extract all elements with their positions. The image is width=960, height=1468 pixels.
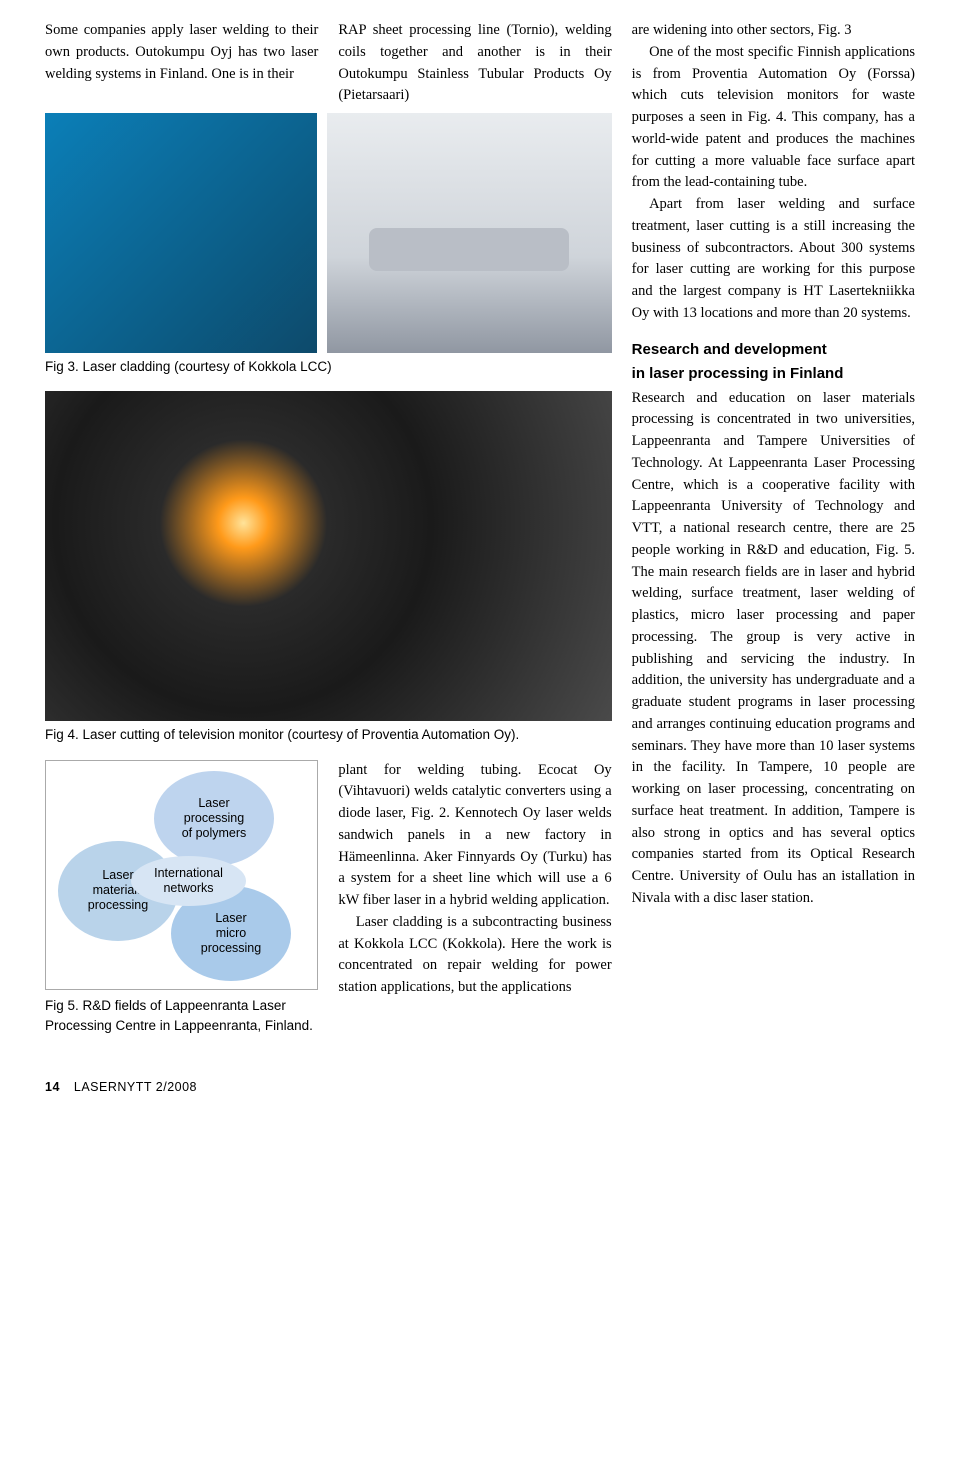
figure-3-left-photo <box>45 113 317 353</box>
right-p2: One of the most specific Finnish applica… <box>632 42 915 194</box>
col-2-intro: RAP sheet processing line (Tornio), weld… <box>338 20 611 107</box>
figure-3-caption: Fig 3. Laser cladding (courtesy of Kokko… <box>45 357 612 377</box>
mid-text-col: plant for welding tubing. Ecocat Oy (Vih… <box>338 760 611 1051</box>
venn-and-text-row: Laserprocessingof polymers Lasermaterial… <box>45 760 612 1051</box>
right-column: are widening into other sectors, Fig. 3 … <box>632 20 915 1050</box>
col-1-intro: Some companies apply laser welding to th… <box>45 20 318 107</box>
page-footer: 14 LASERNYTT 2/2008 <box>45 1078 915 1097</box>
section-heading-line1: Research and development <box>632 339 915 362</box>
figure-4-photo <box>45 391 612 721</box>
venn-node-polymers: Laserprocessingof polymers <box>154 771 274 866</box>
mid-paragraph-1: plant for welding tubing. Ecocat Oy (Vih… <box>338 760 611 912</box>
venn-node-networks: Internationalnetworks <box>131 856 246 906</box>
figure-5-caption: Fig 5. R&D fields of Lappeenranta Laser … <box>45 996 318 1037</box>
right-p1: are widening into other sectors, Fig. 3 <box>632 20 915 42</box>
venn-col: Laserprocessingof polymers Lasermaterial… <box>45 760 318 1051</box>
section-heading-line2: in laser processing in Finland <box>632 363 915 386</box>
mid-paragraph-2: Laser cladding is a subcontracting busin… <box>338 912 611 999</box>
right-p3: Apart from laser welding and surface tre… <box>632 194 915 325</box>
top-two-cols: Some companies apply laser welding to th… <box>45 20 612 107</box>
figure-5-venn: Laserprocessingof polymers Lasermaterial… <box>45 760 318 990</box>
figure-3-right-photo <box>327 113 612 353</box>
figure-3-pair <box>45 113 612 353</box>
page-number: 14 <box>45 1080 60 1094</box>
magazine-issue: LASERNYTT 2/2008 <box>74 1080 197 1094</box>
page-grid: Some companies apply laser welding to th… <box>45 20 915 1050</box>
right-p4: Research and education on laser material… <box>632 388 915 910</box>
left-two-thirds: Some companies apply laser welding to th… <box>45 20 612 1050</box>
figure-4-caption: Fig 4. Laser cutting of television monit… <box>45 725 612 745</box>
